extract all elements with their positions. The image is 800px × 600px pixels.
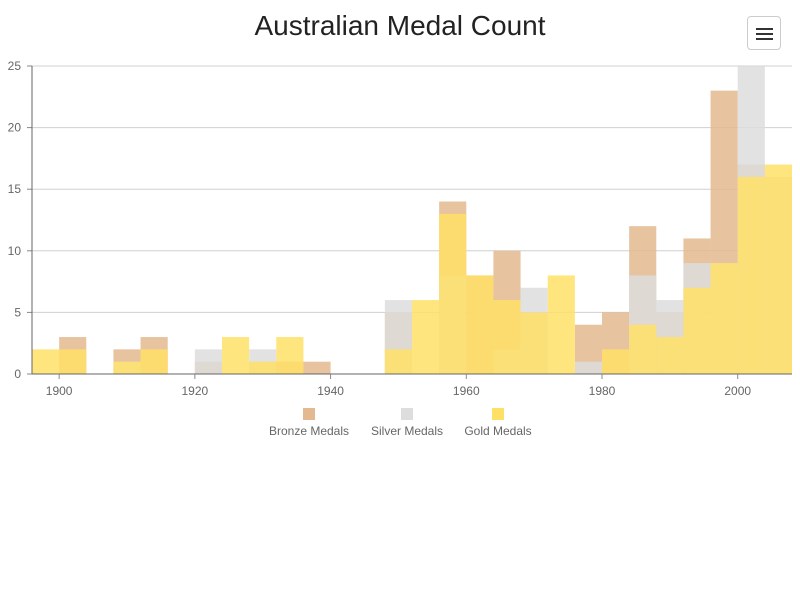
gridlines: [32, 65, 792, 313]
chart-menu-button[interactable]: [747, 16, 781, 50]
histogram-bar[interactable]: [303, 361, 331, 374]
chart-title: Australian Medal Count: [254, 10, 546, 41]
histogram-bar[interactable]: [113, 361, 141, 374]
x-tick-label: 1960: [453, 384, 480, 398]
histogram-bar[interactable]: [656, 337, 684, 374]
y-tick-label: 15: [8, 182, 22, 196]
histogram-bar[interactable]: [547, 275, 575, 374]
histogram-bar[interactable]: [249, 361, 277, 374]
legend-label: Bronze Medals: [269, 424, 349, 438]
histogram-bar[interactable]: [59, 349, 87, 374]
x-tick-label: 2000: [724, 384, 751, 398]
hamburger-menu-icon: [756, 28, 773, 30]
histogram-bar[interactable]: [764, 164, 792, 374]
axes: 0 5 10 15 20 25 1900 1920 1940 1960 1980 2000: [8, 59, 792, 398]
series-layer: [32, 66, 792, 374]
legend-label: Silver Medals: [371, 424, 443, 438]
histogram-bar[interactable]: [140, 349, 168, 374]
histogram-bar[interactable]: [384, 349, 412, 374]
x-tick-label: 1900: [46, 384, 73, 398]
histogram-bar[interactable]: [32, 349, 60, 374]
histogram-bar[interactable]: [493, 300, 521, 374]
legend-item[interactable]: Bronze Medals: [269, 408, 349, 438]
histogram-bar[interactable]: [194, 349, 222, 374]
histogram-bar[interactable]: [737, 176, 765, 374]
histogram-bar[interactable]: [276, 337, 304, 374]
hamburger-menu-icon-line: [756, 38, 773, 40]
histogram-bar[interactable]: [439, 213, 467, 374]
hamburger-menu-icon-line: [756, 33, 773, 35]
legend-item[interactable]: Silver Medals: [371, 408, 443, 438]
x-tick-label: 1920: [182, 384, 209, 398]
legend[interactable]: Bronze Medals Silver Medals Gold Medals: [269, 408, 532, 438]
histogram-bar[interactable]: [412, 300, 440, 374]
y-tick-label: 10: [8, 244, 22, 258]
histogram-bar[interactable]: [574, 361, 602, 374]
histogram-bar[interactable]: [466, 275, 494, 374]
y-tick-label: 0: [14, 367, 21, 381]
histogram-bar[interactable]: [683, 287, 711, 374]
y-tick-label: 20: [8, 121, 22, 135]
series-gold-medals: [32, 164, 792, 374]
histogram-bar[interactable]: [222, 337, 250, 374]
legend-swatch: [401, 408, 413, 420]
histogram-bar[interactable]: [520, 312, 548, 374]
legend-item[interactable]: Gold Medals: [464, 408, 532, 438]
histogram-bar[interactable]: [602, 349, 630, 374]
y-tick-label: 25: [8, 59, 22, 73]
y-tick-label: 5: [14, 305, 21, 319]
x-tick-label: 1940: [317, 384, 344, 398]
histogram-bar[interactable]: [710, 263, 738, 374]
legend-label: Gold Medals: [464, 424, 531, 438]
histogram-bar[interactable]: [629, 324, 657, 374]
legend-swatch: [492, 408, 504, 420]
legend-swatch: [303, 408, 315, 420]
x-tick-label: 1980: [589, 384, 616, 398]
